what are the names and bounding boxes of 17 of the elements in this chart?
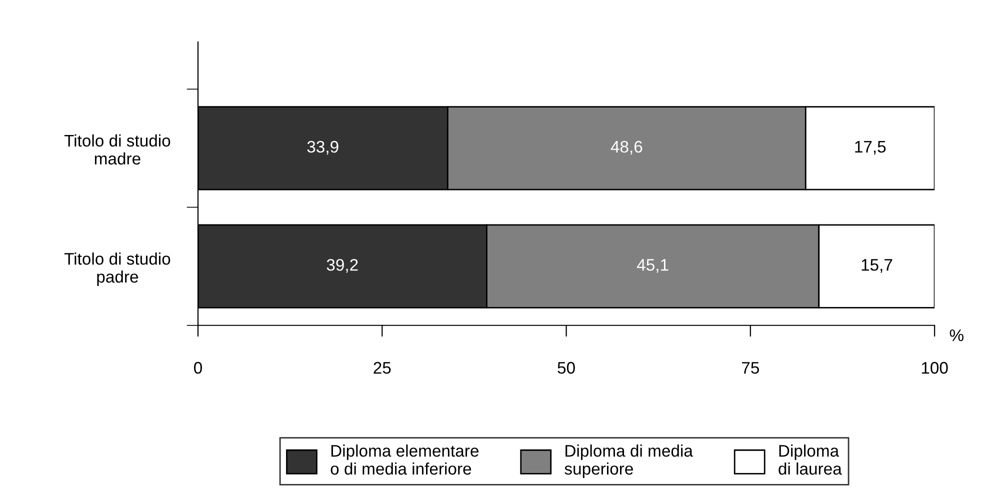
x-tick-label: 0: [194, 362, 202, 374]
legend-label: Diploma elementare o di media inferiore: [330, 444, 478, 475]
y-tick-label: Titolo di studio madre: [64, 134, 170, 165]
data-label: 48,6: [610, 140, 642, 155]
legend-label: Diploma di media superiore: [564, 444, 693, 478]
data-label: 39,2: [326, 258, 358, 273]
x-tick-label: 25: [374, 362, 391, 374]
data-label: 17,5: [855, 141, 886, 155]
x-tick-label: 75: [742, 362, 759, 374]
data-label: 33,9: [307, 140, 338, 155]
legend-label: Diploma di laurea: [778, 444, 842, 475]
x-axis-title: %: [950, 329, 964, 342]
data-label: 15,7: [862, 259, 892, 273]
data-label: 45,1: [636, 259, 668, 273]
x-tick-label: 50: [558, 362, 575, 374]
x-tick-label: 100: [922, 362, 948, 374]
y-tick-label: Titolo di studio padre: [64, 252, 170, 286]
